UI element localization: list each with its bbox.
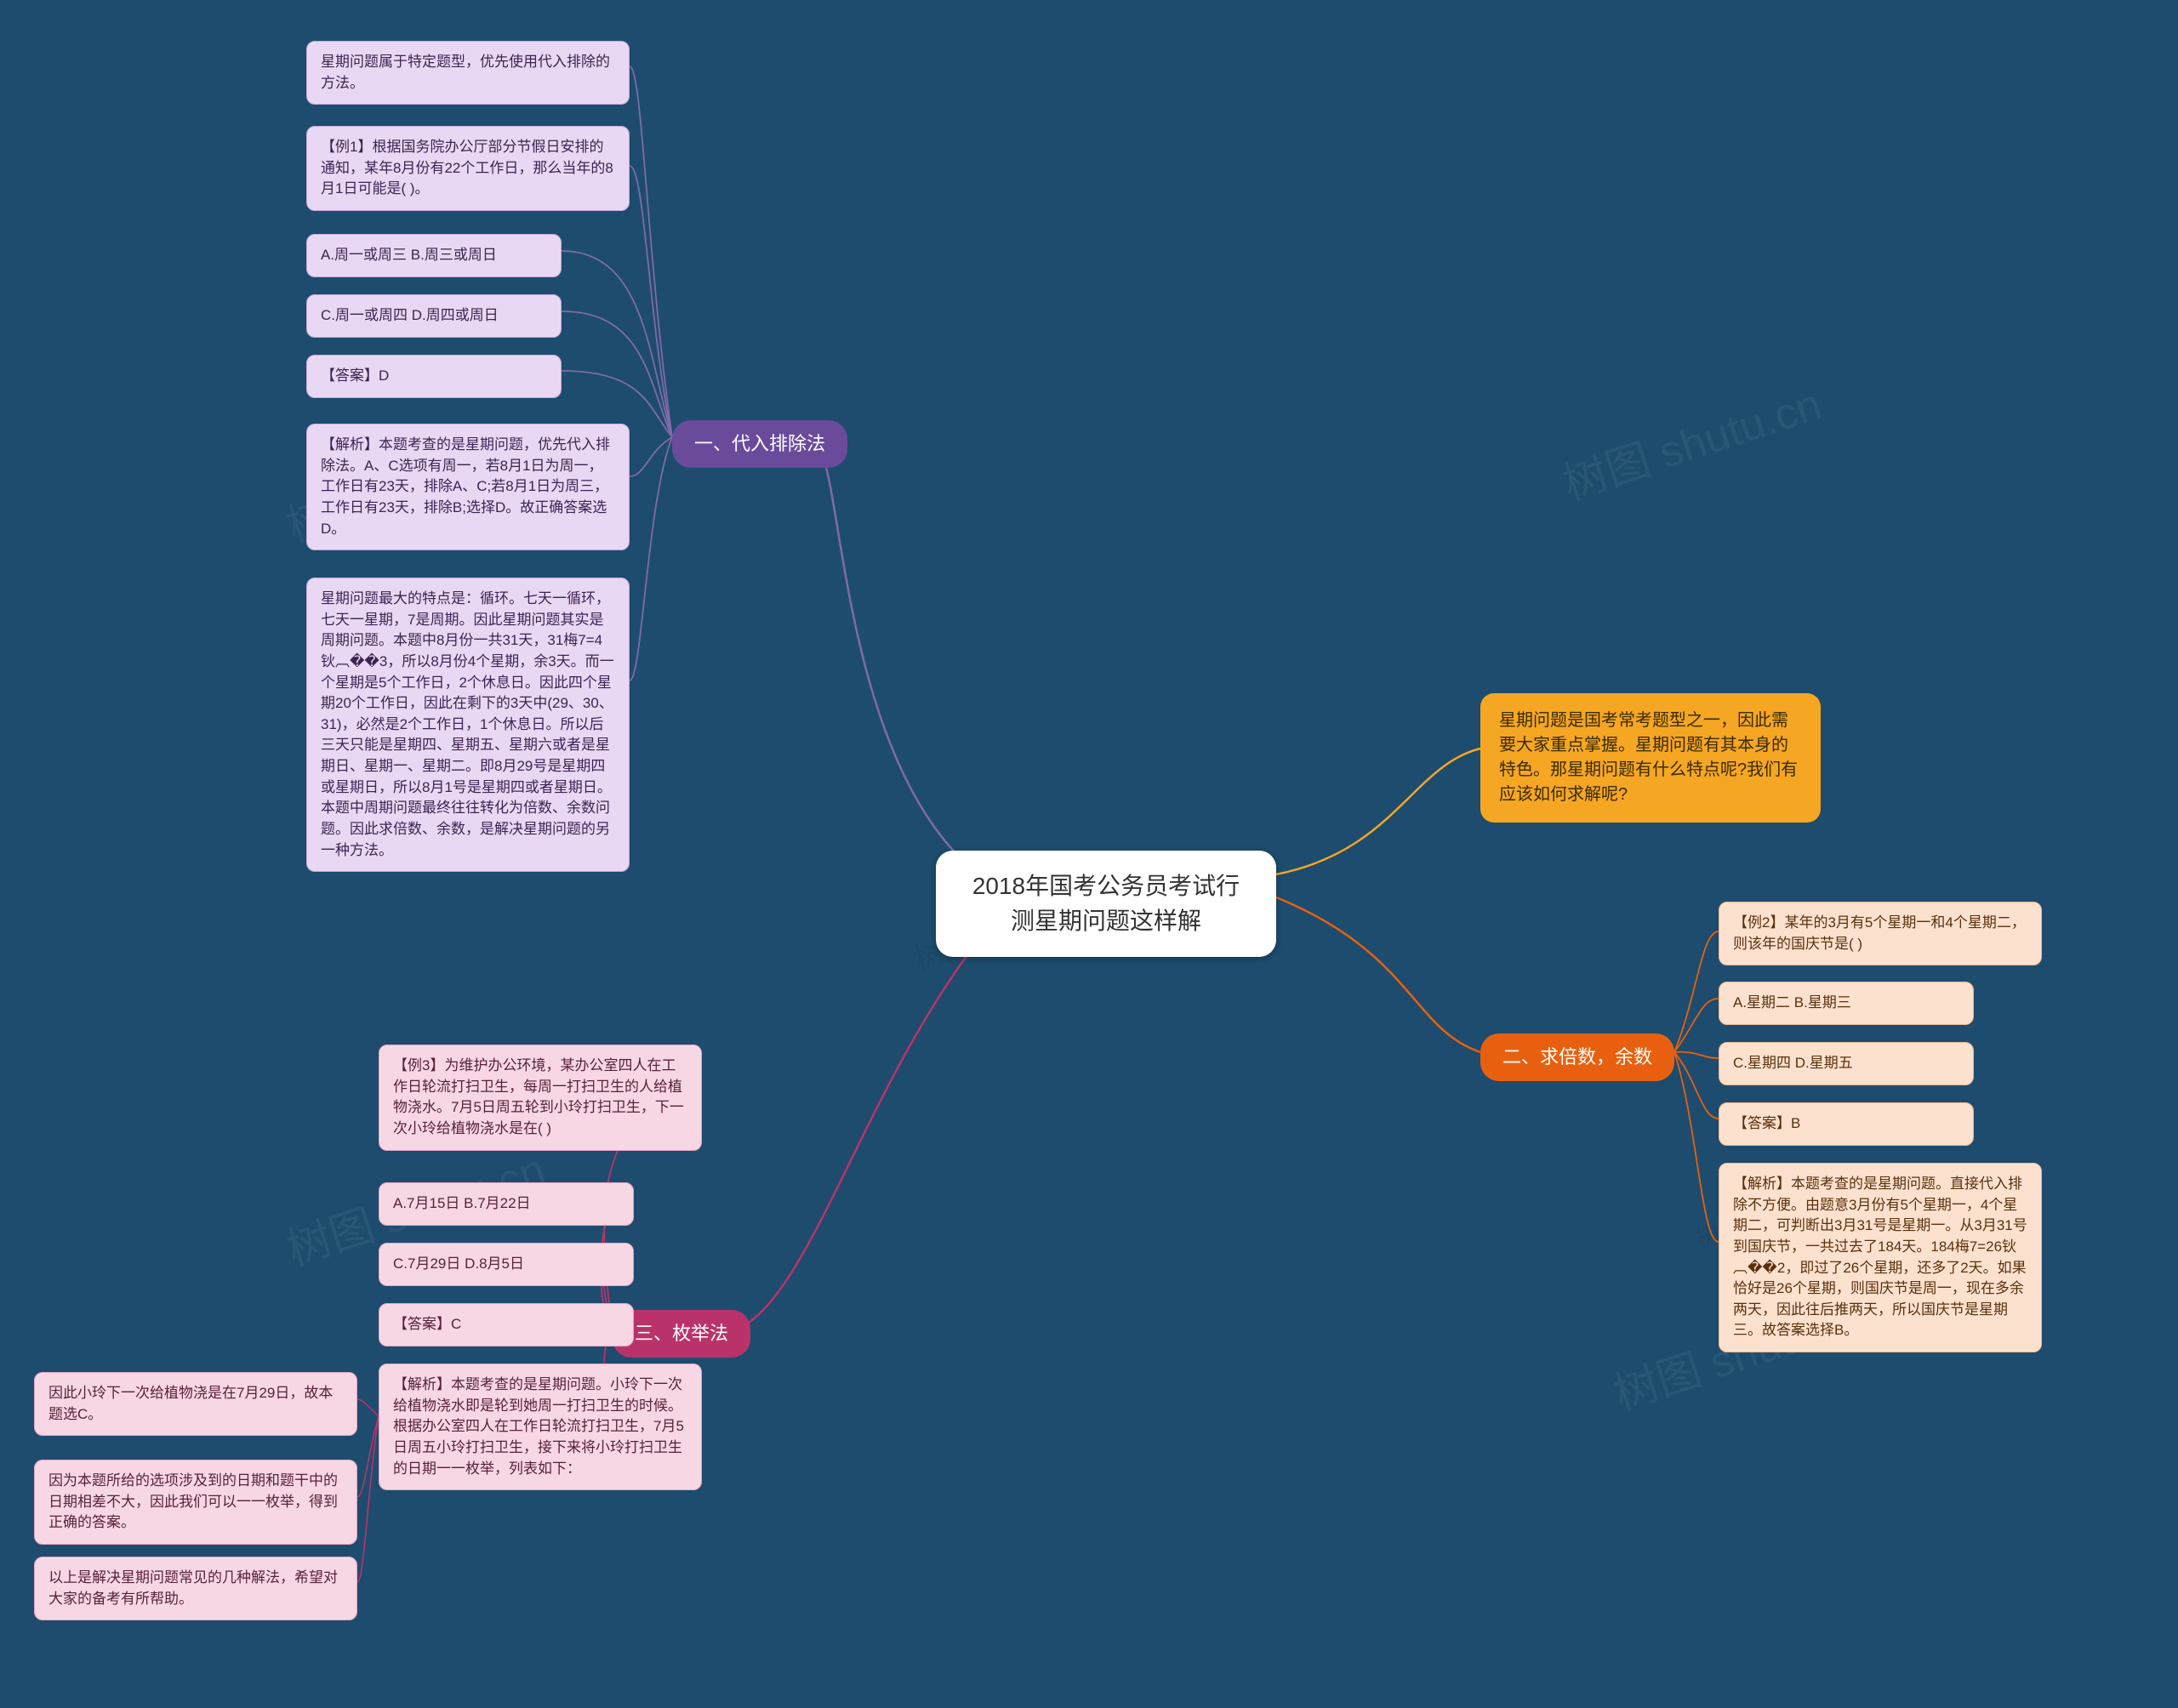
b1-leaf-3-text: C.周一或周四 D.周四或周日 (321, 307, 499, 323)
b3-sub-2: 以上是解决星期问题常见的几种解法，希望对大家的备考有所帮助。 (34, 1557, 357, 1620)
b3-leaf-1: A.7月15日 B.7月22日 (379, 1182, 634, 1226)
b3-leaf-0-text: 【例3】为维护办公环境，某办公室四人在工作日轮流打扫卫生，每周一打扫卫生的人给植… (393, 1057, 684, 1136)
b3-leaf-1-text: A.7月15日 B.7月22日 (393, 1195, 531, 1211)
b1-leaf-6: 星期问题最大的特点是：循环。七天一循环，七天一星期，7是周期。因此星期问题其实是… (306, 578, 630, 872)
b1-leaf-0: 星期问题属于特定题型，优先使用代入排除的方法。 (306, 41, 630, 105)
b3-leaf-0: 【例3】为维护办公环境，某办公室四人在工作日轮流打扫卫生，每周一打扫卫生的人给植… (379, 1045, 702, 1151)
b1-leaf-5: 【解析】本题考查的是星期问题，优先代入排除法。A、C选项有周一，若8月1日为周一… (306, 424, 630, 550)
b3-leaf-4: 【解析】本题考查的是星期问题。小玲下一次给植物浇水即是轮到她周一打扫卫生的时候。… (379, 1364, 702, 1490)
b3-leaf-2: C.7月29日 D.8月5日 (379, 1243, 634, 1286)
intro-text: 星期问题是国考常考题型之一，因此需要大家重点掌握。星期问题有其本身的特色。那星期… (1499, 711, 1798, 804)
b2-leaf-4: 【解析】本题考查的是星期问题。直接代入排除不方便。由题意3月份有5个星期一，4个… (1719, 1163, 2042, 1352)
b3-leaf-3-text: 【答案】C (393, 1316, 461, 1332)
b3-leaf-4-text: 【解析】本题考查的是星期问题。小玲下一次给植物浇水即是轮到她周一打扫卫生的时候。… (393, 1376, 684, 1477)
b3-sub-0-text: 因此小玲下一次给植物浇是在7月29日，故本题选C。 (48, 1385, 333, 1422)
b2-leaf-1: A.星期二 B.星期三 (1719, 982, 1974, 1025)
b1-leaf-1: 【例1】根据国务院办公厅部分节假日安排的通知，某年8月份有22个工作日，那么当年… (306, 126, 630, 211)
b1-leaf-2: A.周一或周三 B.周三或周日 (306, 234, 562, 277)
b2-leaf-0-text: 【例2】某年的3月有5个星期一和4个星期二，则该年的国庆节是( ) (1733, 914, 2026, 952)
branch-1: 一、代入排除法 (672, 420, 847, 468)
b1-leaf-1-text: 【例1】根据国务院办公厅部分节假日安排的通知，某年8月份有22个工作日，那么当年… (321, 139, 613, 196)
b1-leaf-4-text: 【答案】D (321, 367, 389, 384)
root-node: 2018年国考公务员考试行测星期问题这样解 (936, 851, 1276, 957)
b3-sub-2-text: 以上是解决星期问题常见的几种解法，希望对大家的备考有所帮助。 (48, 1569, 338, 1607)
b3-leaf-3: 【答案】C (379, 1303, 634, 1346)
b2-leaf-3-text: 【答案】B (1733, 1115, 1800, 1131)
b3-leaf-2-text: C.7月29日 D.8月5日 (393, 1255, 524, 1272)
b1-leaf-2-text: A.周一或周三 B.周三或周日 (321, 247, 497, 263)
b1-leaf-0-text: 星期问题属于特定题型，优先使用代入排除的方法。 (321, 54, 610, 91)
b2-leaf-0: 【例2】某年的3月有5个星期一和4个星期二，则该年的国庆节是( ) (1719, 902, 2042, 965)
branch-2: 二、求倍数，余数 (1480, 1033, 1674, 1081)
b2-leaf-2-text: C.星期四 D.星期五 (1733, 1055, 1853, 1071)
b3-sub-1: 因为本题所给的选项涉及到的日期和题干中的日期相差不大，因此我们可以一一枚举，得到… (34, 1460, 357, 1545)
b2-leaf-2: C.星期四 D.星期五 (1719, 1042, 1974, 1085)
b3-sub-0: 因此小玲下一次给植物浇是在7月29日，故本题选C。 (34, 1372, 357, 1436)
branch-1-title: 一、代入排除法 (694, 433, 825, 454)
branch-3-title: 三、枚举法 (635, 1323, 728, 1344)
watermark: 树图 shutu.cn (1554, 368, 1828, 512)
root-title: 2018年国考公务员考试行测星期问题这样解 (972, 873, 1240, 934)
b2-leaf-4-text: 【解析】本题考查的是星期问题。直接代入排除不方便。由题意3月份有5个星期一，4个… (1733, 1176, 2027, 1338)
b1-leaf-5-text: 【解析】本题考查的是星期问题，优先代入排除法。A、C选项有周一，若8月1日为周一… (321, 436, 610, 537)
b1-leaf-6-text: 星期问题最大的特点是：循环。七天一循环，七天一星期，7是周期。因此星期问题其实是… (321, 590, 614, 858)
branch-2-title: 二、求倍数，余数 (1502, 1046, 1652, 1068)
b1-leaf-4: 【答案】D (306, 355, 562, 398)
b2-leaf-1-text: A.星期二 B.星期三 (1733, 994, 1851, 1011)
intro-node: 星期问题是国考常考题型之一，因此需要大家重点掌握。星期问题有其本身的特色。那星期… (1480, 693, 1821, 823)
b3-sub-1-text: 因为本题所给的选项涉及到的日期和题干中的日期相差不大，因此我们可以一一枚举，得到… (48, 1472, 338, 1530)
b2-leaf-3: 【答案】B (1719, 1102, 1974, 1146)
b1-leaf-3: C.周一或周四 D.周四或周日 (306, 294, 562, 338)
